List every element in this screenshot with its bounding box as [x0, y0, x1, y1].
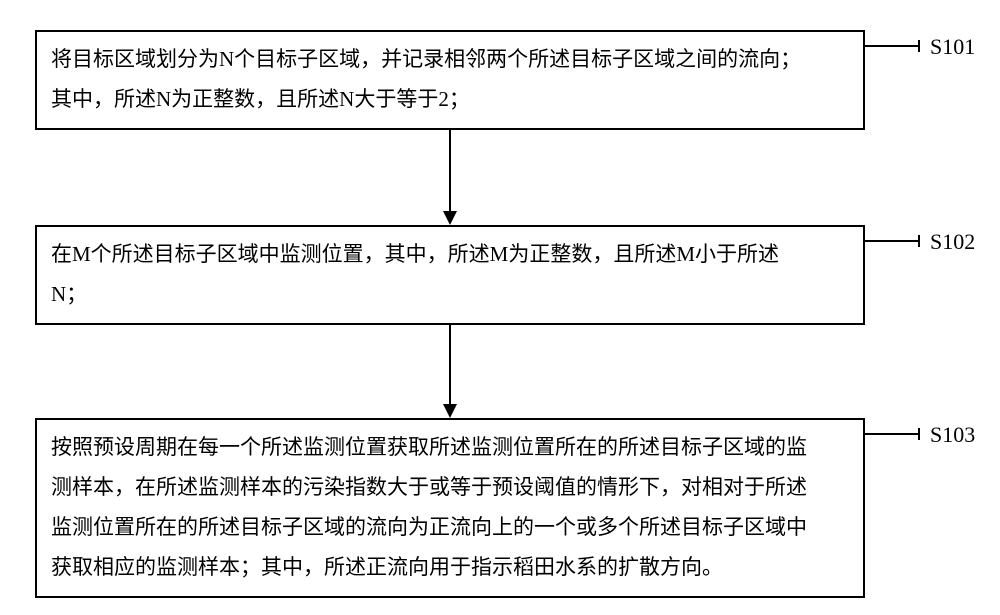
leader-s103-v	[918, 428, 920, 440]
step-label-s101: S101	[930, 34, 975, 60]
leader-s102-h	[865, 240, 918, 242]
flowchart-canvas: 将目标区域划分为N个目标子区域，并记录相邻两个所述目标子区域之间的流向； 其中，…	[0, 0, 1000, 615]
step-label-s102: S102	[930, 229, 975, 255]
flow-node-s103: 按照预设周期在每一个所述监测位置获取所述监测位置所在的所述目标子区域的监 测样本…	[35, 418, 865, 598]
arrow-1-line	[449, 130, 451, 211]
flow-node-s103-text: 按照预设周期在每一个所述监测位置获取所述监测位置所在的所述目标子区域的监 测样本…	[51, 428, 807, 588]
arrow-2-line	[449, 325, 451, 404]
flow-node-s101: 将目标区域划分为N个目标子区域，并记录相邻两个所述目标子区域之间的流向； 其中，…	[35, 30, 865, 130]
step-label-s103: S103	[930, 422, 975, 448]
arrow-2-head	[443, 404, 457, 418]
leader-s102-v	[918, 235, 920, 247]
leader-s101-v	[918, 40, 920, 52]
flow-node-s101-text: 将目标区域划分为N个目标子区域，并记录相邻两个所述目标子区域之间的流向； 其中，…	[51, 40, 801, 120]
leader-s101-h	[865, 45, 918, 47]
arrow-1-head	[443, 211, 457, 225]
flow-node-s102: 在M个所述目标子区域中监测位置，其中，所述M为正整数，且所述M小于所述 N；	[35, 225, 865, 325]
leader-s103-h	[865, 433, 918, 435]
flow-node-s102-text: 在M个所述目标子区域中监测位置，其中，所述M为正整数，且所述M小于所述 N；	[51, 235, 779, 315]
